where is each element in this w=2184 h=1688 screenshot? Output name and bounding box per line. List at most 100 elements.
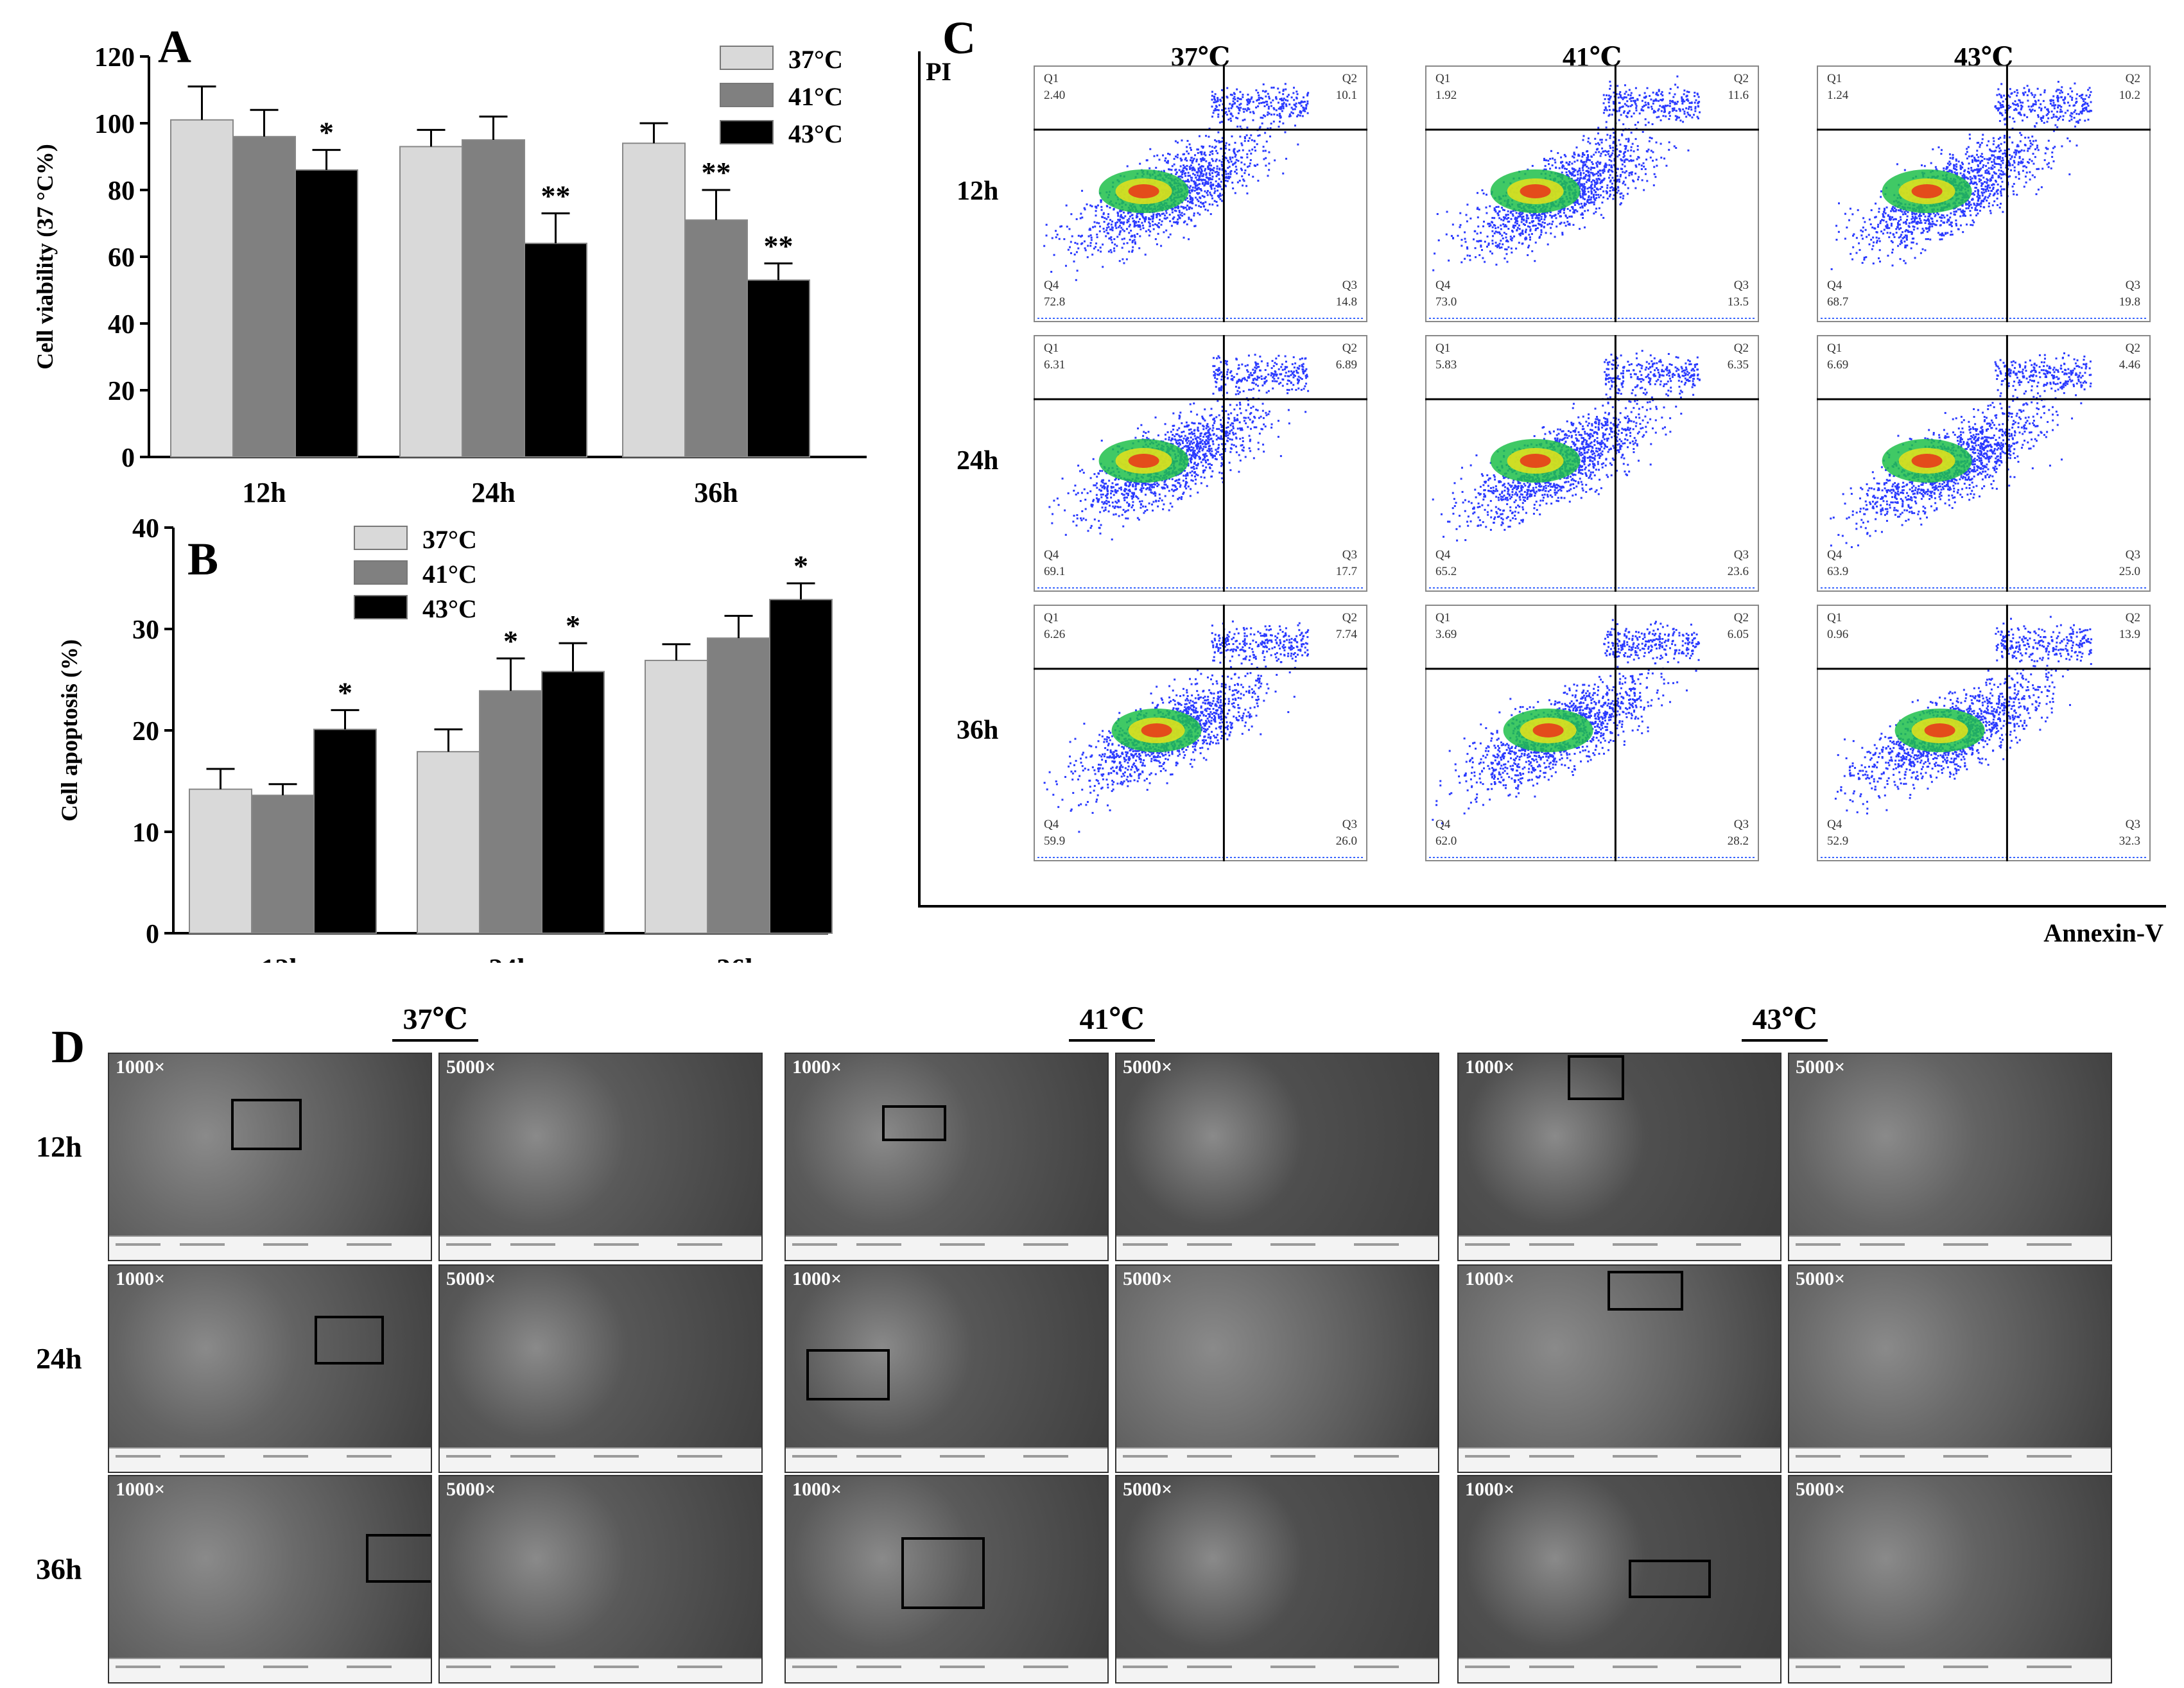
- sem-magnification: 5000×: [446, 1479, 496, 1500]
- quadrant-label: Q3: [2126, 548, 2140, 562]
- quadrant-label: Q4: [1044, 818, 1059, 831]
- sem-panel: 37℃ 41℃ 43℃ 12h 24h 36h 1000× 5000× 1000× 5000×…: [0, 1001, 2184, 1688]
- density-core: [1520, 184, 1551, 198]
- quadrant-label: Q1: [1044, 611, 1059, 624]
- x-tick-label: 12h: [242, 477, 286, 508]
- sem-info-bar: [1789, 1658, 2111, 1682]
- x-tick-label: 36h: [694, 477, 738, 508]
- quadrant-label: Q1: [1044, 341, 1059, 355]
- quadrant-label: Q2: [1734, 611, 1749, 624]
- sem-info-bar: [109, 1236, 431, 1260]
- plot-frame: [1034, 335, 1367, 592]
- bar: [232, 135, 296, 458]
- quadrant-label: Q2: [2126, 611, 2140, 624]
- quadrant-label: Q2: [1342, 341, 1357, 355]
- sem-magnification: 1000×: [1465, 1268, 1515, 1289]
- sem-roi-box: [1608, 1271, 1683, 1311]
- sem-roi-box: [882, 1105, 946, 1141]
- sem-image-1000x: 1000×: [1457, 1264, 1781, 1473]
- sem-image-1000x: 1000×: [1457, 1053, 1781, 1261]
- bar: [684, 219, 748, 458]
- quadrant-label: Q2: [2126, 341, 2140, 355]
- y-tick-label: 10: [132, 818, 159, 848]
- sem-info-bar: [109, 1447, 431, 1472]
- legend-label: 37°C: [422, 525, 477, 554]
- sem-image-1000x: 1000×: [784, 1264, 1109, 1473]
- bar: [622, 142, 686, 458]
- quadrant-label: Q3: [2126, 818, 2140, 831]
- legend-swatch: [354, 526, 408, 550]
- quadrant-label: Q2: [1734, 72, 1749, 85]
- sem-info-bar: [109, 1658, 431, 1682]
- sem-magnification: 1000×: [1465, 1056, 1515, 1078]
- quadrant-label: 14.8: [1336, 295, 1357, 309]
- sem-column-header: 37℃: [275, 1001, 596, 1042]
- quadrant-label: Q2: [1734, 341, 1749, 355]
- quadrant-label: 28.2: [1728, 834, 1749, 848]
- flow-scatter-plot: Q1 6.31 Q2 6.89 Q3 17.7 Q4 69.1: [1034, 335, 1367, 592]
- significance-mark: *: [319, 116, 334, 149]
- bar: [524, 243, 587, 458]
- y-tick-label: 40: [132, 514, 159, 544]
- bar: [645, 659, 708, 934]
- quadrant-label: Q4: [1044, 548, 1059, 562]
- sem-image-5000x: 5000×: [438, 1264, 763, 1473]
- legend-swatch: [354, 595, 408, 619]
- sem-magnification: 1000×: [116, 1056, 166, 1078]
- bar: [541, 671, 605, 934]
- plot-frame: [1817, 65, 2151, 322]
- sem-row-label: 36h: [36, 1553, 82, 1585]
- flow-scatter-plot: Q1 1.92 Q2 11.6 Q3 13.5 Q4 73.0: [1425, 65, 1759, 322]
- sem-image-5000x: 5000×: [1788, 1264, 2112, 1473]
- sem-magnification: 1000×: [116, 1479, 166, 1500]
- y-tick-label: 120: [94, 43, 135, 73]
- quadrant-label: Q3: [1734, 548, 1749, 562]
- plot-frame: [1034, 65, 1367, 322]
- flow-row-label: 36h: [957, 716, 999, 745]
- sem-roi-box: [231, 1099, 302, 1150]
- chart-a-viability: 0 20 40 60 80 100 120 Cell viability (37 °C%) * 1…: [32, 43, 867, 508]
- significance-mark: *: [566, 609, 580, 642]
- density-core: [1141, 723, 1172, 737]
- quadrant-label: 3.69: [1435, 628, 1457, 641]
- sem-info-bar: [1116, 1447, 1438, 1472]
- plot-frame: [1425, 335, 1759, 592]
- flow-y-axis-label: PI: [926, 57, 951, 86]
- bar: [251, 795, 315, 934]
- quadrant-label: 10.1: [1336, 89, 1357, 102]
- quadrant-label: Q4: [1827, 818, 1842, 831]
- sem-roi-box: [366, 1534, 431, 1583]
- significance-mark: **: [702, 156, 731, 189]
- x-tick-label: 24h: [471, 477, 515, 508]
- y-tick-label: 100: [94, 110, 135, 139]
- sem-magnification: 1000×: [792, 1479, 842, 1500]
- sem-magnification: 5000×: [1796, 1056, 1846, 1078]
- sem-info-bar: [440, 1658, 761, 1682]
- legend-swatch: [720, 46, 774, 70]
- quadrant-label: 10.2: [2119, 89, 2140, 102]
- quadrant-label: 65.2: [1435, 565, 1457, 578]
- sem-info-bar: [1459, 1236, 1780, 1260]
- legend-swatch: [720, 120, 774, 144]
- quadrant-label: 32.3: [2119, 834, 2140, 848]
- density-core: [1911, 184, 1943, 198]
- sem-magnification: 1000×: [792, 1268, 842, 1289]
- quadrant-label: Q1: [1044, 72, 1059, 85]
- quadrant-label: 6.35: [1728, 358, 1749, 372]
- quadrant-label: Q1: [1435, 72, 1450, 85]
- quadrant-label: 7.74: [1336, 628, 1358, 641]
- significance-mark: *: [793, 549, 808, 582]
- density-core: [1128, 454, 1159, 468]
- sem-image-5000x: 5000×: [1115, 1264, 1439, 1473]
- quadrant-label: 13.9: [2119, 628, 2140, 641]
- quadrant-label: 62.0: [1435, 834, 1457, 848]
- quadrant-label: Q3: [1734, 279, 1749, 292]
- sem-image-1000x: 1000×: [108, 1053, 432, 1261]
- bar: [399, 146, 463, 458]
- quadrant-label: Q3: [2126, 279, 2140, 292]
- quadrant-label: 0.96: [1827, 628, 1848, 641]
- quadrant-label: Q2: [1342, 611, 1357, 624]
- quadrant-label: Q3: [1342, 279, 1357, 292]
- quadrant-label: Q1: [1435, 341, 1450, 355]
- flow-row-label: 12h: [957, 177, 999, 206]
